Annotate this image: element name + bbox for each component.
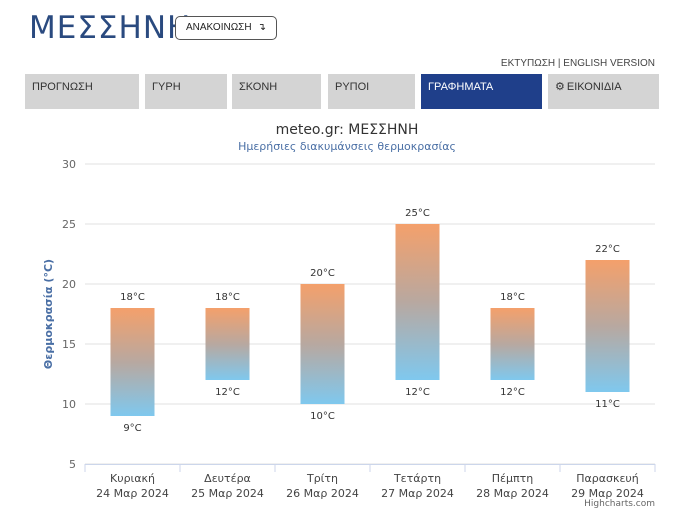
temperature-range-bar[interactable] <box>205 308 250 380</box>
tab-dust[interactable]: ΣΚΟΝΗ <box>232 74 321 109</box>
x-tick-date-label: 29 Μαρ 2024 <box>571 487 644 500</box>
y-tick-label: 10 <box>62 398 76 411</box>
tab-label: ΣΚΟΝΗ <box>239 81 278 93</box>
temperature-chart: meteo.gr: ΜΕΣΣΗΝΗ Ημερήσιες διακυμάνσεις… <box>0 112 694 524</box>
low-temp-label: 9°C <box>123 423 141 434</box>
temperature-range-bar[interactable] <box>110 308 155 416</box>
y-tick-label: 25 <box>62 218 76 231</box>
high-temp-label: 20°C <box>310 268 335 279</box>
temperature-range-bar[interactable] <box>300 284 345 404</box>
high-temp-label: 25°C <box>405 208 430 219</box>
tab-pollutants[interactable]: ΡΥΠΟΙ <box>328 74 415 109</box>
temperature-range-bar[interactable] <box>490 308 535 380</box>
low-temp-label: 11°C <box>595 399 620 410</box>
top-links: ΕΚΤΥΠΩΣΗ | ENGLISH VERSION <box>501 58 655 69</box>
y-tick-label: 5 <box>69 458 76 471</box>
chart-svg: meteo.gr: ΜΕΣΣΗΝΗ Ημερήσιες διακυμάνσεις… <box>42 122 656 509</box>
tab-label: ΠΡΟΓΝΩΣΗ <box>32 81 93 93</box>
print-link[interactable]: ΕΚΤΥΠΩΣΗ <box>500 58 556 69</box>
x-tick-date-label: 25 Μαρ 2024 <box>191 487 264 500</box>
high-temp-label: 18°C <box>500 292 525 303</box>
x-tick-day-label: Πέμπτη <box>492 472 533 485</box>
main-nav: ΠΡΟΓΝΩΣΗ ΓΥΡΗ ΣΚΟΝΗ ΡΥΠΟΙ ΓΡΑΦΗΜΑΤΑ ⚙ ΕΙΚ… <box>25 74 659 110</box>
y-axis-title: Θερμοκρασία (°C) <box>42 259 55 369</box>
x-tick-day-label: Παρασκευή <box>576 472 639 485</box>
low-temp-label: 12°C <box>405 387 430 398</box>
english-version-link[interactable]: ENGLISH VERSION <box>563 58 655 69</box>
tab-pollen[interactable]: ΓΥΡΗ <box>145 74 227 109</box>
x-tick-day-label: Κυριακή <box>110 472 155 485</box>
x-tick-date-label: 24 Μαρ 2024 <box>96 487 169 500</box>
high-temp-label: 18°C <box>120 292 145 303</box>
tab-forecast[interactable]: ΠΡΟΓΝΩΣΗ <box>25 74 139 109</box>
tab-label: ΓΥΡΗ <box>152 81 181 93</box>
arrow-down-icon: ↴ <box>257 22 266 33</box>
x-tick-date-label: 28 Μαρ 2024 <box>476 487 549 500</box>
announcement-label: ΑΝΑΚΟΙΝΩΣΗ <box>186 22 252 33</box>
low-temp-label: 12°C <box>500 387 525 398</box>
tab-label: ΓΡΑΦΗΜΑΤΑ <box>428 81 494 93</box>
low-temp-label: 10°C <box>310 411 335 422</box>
x-tick-day-label: Τετάρτη <box>393 472 441 485</box>
y-tick-label: 30 <box>62 158 76 171</box>
x-tick-day-label: Τρίτη <box>306 472 338 485</box>
x-tick-date-label: 26 Μαρ 2024 <box>286 487 359 500</box>
gear-icon: ⚙ <box>555 81 565 93</box>
y-tick-label: 15 <box>62 338 76 351</box>
chart-title: meteo.gr: ΜΕΣΣΗΝΗ <box>276 122 419 138</box>
high-temp-label: 22°C <box>595 244 620 255</box>
credits-link[interactable]: Highcharts.com <box>584 499 655 509</box>
low-temp-label: 12°C <box>215 387 240 398</box>
tab-icons[interactable]: ⚙ ΕΙΚΟΝΙΔΙΑ <box>548 74 659 109</box>
chart-subtitle: Ημερήσιες διακυμάνσεις θερμοκρασίας <box>238 140 456 153</box>
announcement-button[interactable]: ΑΝΑΚΟΙΝΩΣΗ ↴ <box>175 16 277 40</box>
temperature-range-bar[interactable] <box>585 260 630 392</box>
tab-label: ΡΥΠΟΙ <box>335 81 370 93</box>
temperature-range-bar[interactable] <box>395 224 440 380</box>
x-tick-day-label: Δευτέρα <box>204 472 251 485</box>
link-separator: | <box>555 58 564 69</box>
high-temp-label: 18°C <box>215 292 240 303</box>
tab-label: ΕΙΚΟΝΙΔΙΑ <box>566 81 622 93</box>
x-tick-date-label: 27 Μαρ 2024 <box>381 487 454 500</box>
y-tick-label: 20 <box>62 278 76 291</box>
tab-charts[interactable]: ΓΡΑΦΗΜΑΤΑ <box>421 74 542 109</box>
city-title: ΜΕΣΣΗΝΗ <box>29 10 192 46</box>
